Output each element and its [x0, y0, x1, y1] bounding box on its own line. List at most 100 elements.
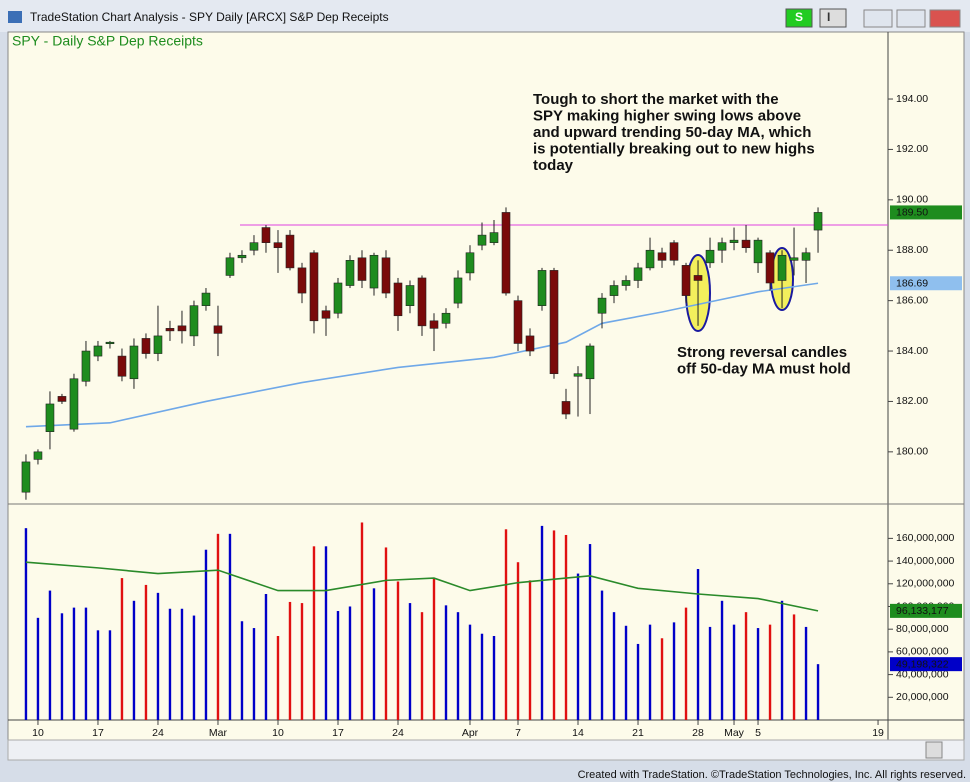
x-tick-label: 19: [872, 727, 884, 739]
y-tick-label: 180.00: [896, 446, 928, 458]
candle-body: [717, 242, 727, 251]
candle-body: [165, 328, 175, 332]
y-tick-label: 120,000,000: [896, 578, 955, 590]
candle-body: [57, 396, 67, 402]
volume-bar: [816, 664, 820, 720]
candle-body: [609, 285, 619, 296]
candle-body: [129, 345, 139, 380]
volume-bar: [588, 544, 592, 720]
x-tick-label: 24: [152, 727, 164, 739]
volume-bar: [540, 525, 544, 720]
scrollbar[interactable]: [7, 739, 965, 761]
maximize-button[interactable]: [896, 9, 926, 28]
candle-body: [237, 254, 247, 259]
volume-bar: [216, 533, 220, 720]
candle-body: [117, 355, 127, 377]
candle-body: [669, 242, 679, 261]
i-button-label[interactable]: I: [827, 10, 830, 24]
candle-body: [813, 212, 823, 231]
volume-bar: [684, 607, 688, 720]
candle-body: [321, 310, 331, 319]
y-tick-label: 160,000,000: [896, 532, 955, 544]
volume-bar: [492, 635, 496, 720]
volume-bar: [456, 612, 460, 720]
volume-bar: [660, 638, 664, 720]
candle-body: [489, 232, 499, 243]
price-tag: [890, 603, 962, 618]
candle-body: [429, 320, 439, 329]
x-tick-label: 7: [515, 727, 521, 739]
chart-area: [7, 31, 965, 741]
x-tick-label: 28: [692, 727, 704, 739]
candle-body: [417, 277, 427, 327]
moving-average: [25, 561, 819, 612]
candle-body: [141, 338, 151, 354]
price-tag-label: 49,198,322: [896, 658, 949, 670]
candle-body: [345, 260, 355, 286]
s-button-label[interactable]: S: [795, 10, 803, 24]
candle-body: [477, 234, 487, 246]
annotation: off 50-day MA must hold: [677, 360, 851, 377]
candle-body: [333, 282, 343, 314]
volume-bar: [36, 617, 40, 720]
volume-bar: [564, 534, 568, 720]
candle-body: [453, 277, 463, 304]
i-button[interactable]: [819, 8, 847, 28]
volume-bar: [132, 600, 136, 720]
candle-body: [741, 239, 751, 249]
candle-body: [201, 292, 211, 306]
annotation: and upward trending 50-day MA, which: [533, 124, 811, 141]
volume-bar: [48, 590, 52, 720]
x-tick-label: 17: [332, 727, 344, 739]
s-button[interactable]: [785, 8, 813, 28]
candle-body: [681, 265, 691, 296]
candle-body: [513, 300, 523, 344]
candle-body: [405, 285, 415, 306]
candle-body: [465, 252, 475, 274]
volume-bar: [480, 633, 484, 720]
chart-subtitle: SPY - Daily S&P Dep Receipts: [12, 33, 203, 49]
volume-bar: [144, 584, 148, 720]
volume-bar: [84, 607, 88, 720]
volume-bar: [768, 624, 772, 720]
volume-bar: [336, 611, 340, 720]
volume-bar: [276, 635, 280, 720]
candle-body: [525, 335, 535, 352]
price-tag: [890, 657, 962, 672]
volume-bar: [228, 533, 232, 720]
candle-body: [393, 282, 403, 317]
scroll-thumb[interactable]: [925, 741, 943, 759]
volume-bar: [780, 600, 784, 720]
volume-bar: [756, 628, 760, 720]
volume-bar: [60, 613, 64, 720]
volume-bar: [252, 628, 256, 720]
volume-bar: [672, 622, 676, 720]
candle-body: [549, 270, 559, 375]
volume-bar: [324, 546, 328, 720]
minimize-button[interactable]: [863, 9, 893, 28]
y-tick-label: 190.00: [896, 194, 928, 206]
volume-bar: [348, 606, 352, 720]
close-button[interactable]: [929, 9, 961, 28]
y-tick-label: 194.00: [896, 93, 928, 105]
x-tick-label: May: [724, 727, 745, 739]
y-tick-label: 186.00: [896, 294, 928, 306]
x-tick-label: 5: [755, 727, 761, 739]
volume-bar: [72, 607, 76, 720]
volume-bar: [804, 626, 808, 720]
x-tick-label: 17: [92, 727, 104, 739]
y-tick-label: 80,000,000: [896, 623, 949, 635]
volume-bar: [120, 578, 124, 720]
volume-bar: [204, 549, 208, 720]
x-tick-label: 21: [632, 727, 644, 739]
y-tick-label: 20,000,000: [896, 691, 949, 703]
candle-body: [21, 461, 31, 493]
candle-body: [297, 267, 307, 294]
volume-bar: [156, 592, 160, 720]
volume-bar: [696, 569, 700, 720]
volume-bar: [720, 600, 724, 720]
volume-bar: [408, 603, 412, 720]
candle-body: [789, 257, 799, 261]
annotation: Strong reversal candles: [677, 344, 847, 361]
y-tick-label: 40,000,000: [896, 668, 949, 680]
